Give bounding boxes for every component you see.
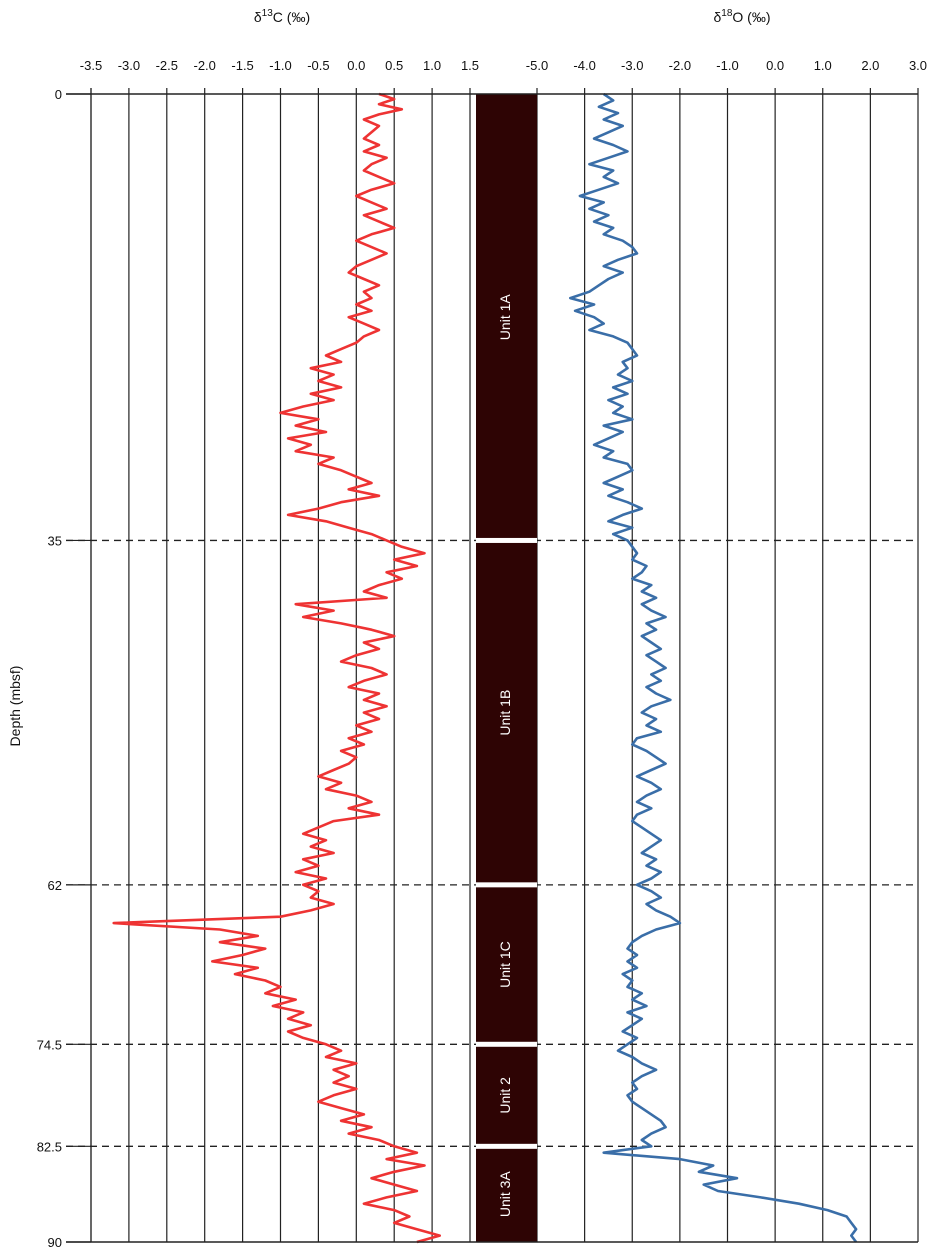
unit-separator-3 (476, 1041, 537, 1047)
panel-2-title: δ18O (‰) (713, 8, 770, 25)
x-tick-label-1-6: -0.5 (307, 58, 329, 73)
x-tick-label-2-3: -2.0 (669, 58, 691, 73)
x-tick-label-2-2: -3.0 (621, 58, 643, 73)
unit-block-1 (476, 94, 537, 541)
x-tick-label-2-1: -4.0 (573, 58, 595, 73)
unit-block-3 (476, 884, 537, 1045)
lithologic-unit-column: Unit 1A Unit 1B Unit 1C Unit 2 Unit 3A (476, 94, 537, 1242)
y-tick-label-5: 90 (48, 1235, 62, 1250)
x-tick-label-2-5: 0.0 (766, 58, 784, 73)
x-tick-label-1-10: 1.5 (461, 58, 479, 73)
series-layer (112, 92, 858, 1244)
unit-label-2: Unit 1B (497, 690, 513, 736)
unit-separator-2 (476, 882, 537, 888)
y-tick-label-0: 0 (55, 87, 62, 102)
panel-1-title: δ13C (‰) (254, 8, 310, 25)
unit-block-4 (476, 1044, 537, 1147)
x-tick-label-1-7: 0.0 (347, 58, 365, 73)
x-tick-label-2-8: 3.0 (909, 58, 927, 73)
y-tick-label-1: 35 (48, 533, 62, 548)
unit-label-4: Unit 2 (497, 1077, 513, 1114)
series-line-panel-1 (112, 92, 441, 1244)
x-tick-label-1-0: -3.5 (80, 58, 102, 73)
y-axis-label: Depth (mbsf) (7, 666, 23, 747)
unit-separator-4 (476, 1143, 537, 1149)
axis-layer: -3.5 -3.0 -2.5 -2.0 -1.5 -1.0 -0.5 0.0 0.5 1.0 1.5… (37, 58, 927, 1250)
x-tick-label-1-3: -2.0 (193, 58, 215, 73)
x-tick-label-1-5: -1.0 (269, 58, 291, 73)
unit-label-5: Unit 3A (497, 1171, 513, 1218)
series-line-panel-2 (569, 92, 858, 1243)
x-tick-label-1-2: -2.5 (156, 58, 178, 73)
x-tick-label-2-0: -5.0 (526, 58, 548, 73)
x-tick-label-2-6: 1.0 (814, 58, 832, 73)
x-tick-label-1-4: -1.5 (231, 58, 253, 73)
unit-block-2 (476, 540, 537, 885)
unit-label-1: Unit 1A (497, 294, 513, 341)
unit-label-3: Unit 1C (497, 941, 513, 988)
unit-block-5 (476, 1146, 537, 1242)
unit-boundary-lines (66, 537, 918, 1149)
x-tick-label-1-1: -3.0 (118, 58, 140, 73)
y-tick-label-2: 62 (48, 878, 62, 893)
x-tick-label-2-7: 2.0 (861, 58, 879, 73)
x-tick-label-1-8: 0.5 (385, 58, 403, 73)
x-tick-label-2-4: -1.0 (716, 58, 738, 73)
x-tick-label-1-9: 1.0 (423, 58, 441, 73)
y-tick-label-3: 74.5 (37, 1037, 62, 1052)
y-tick-label-4: 82.5 (37, 1139, 62, 1154)
unit-separator-1 (476, 537, 537, 543)
